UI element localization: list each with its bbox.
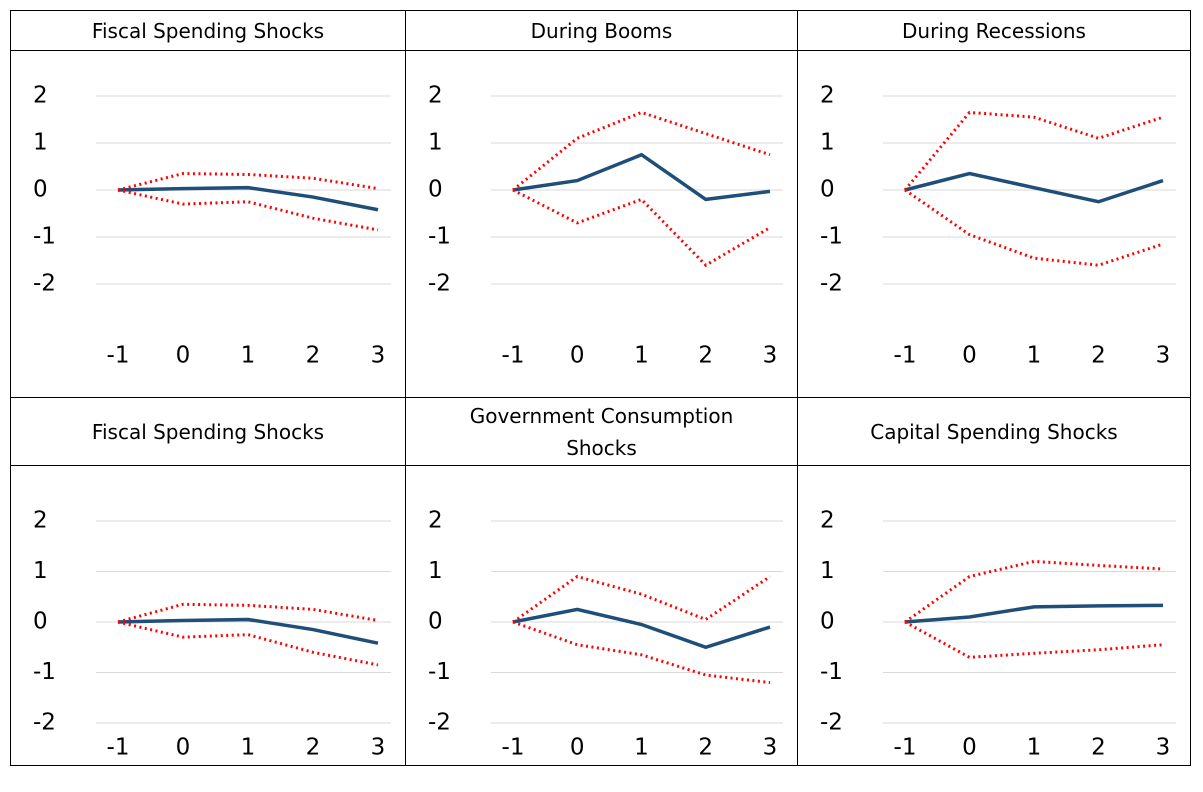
series-line [117, 172, 379, 192]
line-chart: -2 -1 0 1 2 -1 0 1 2 3 [820, 83, 1176, 369]
line-chart: -2 -1 0 1 2 -1 0 1 2 3 [33, 83, 391, 369]
x-tick-label: 0 [570, 735, 585, 761]
series-line [117, 602, 379, 624]
chart-title: Fiscal Spending Shocks [11, 11, 406, 51]
y-tick-label: 2 [428, 83, 443, 109]
x-tick-label: 3 [371, 343, 386, 369]
x-tick-label: 3 [1156, 735, 1171, 761]
x-tick-label: 0 [176, 343, 191, 369]
series-line [512, 607, 771, 650]
series-line [117, 185, 379, 212]
series-line [512, 188, 771, 268]
x-tick-label: 2 [698, 343, 713, 369]
x-tick-label: 0 [962, 735, 977, 761]
x-tick-label: -1 [894, 343, 917, 369]
chart-cell: -2 -1 0 1 2 -1 0 1 2 3 [406, 466, 798, 766]
chart-cell: -2 -1 0 1 2 -1 0 1 2 3 [798, 466, 1191, 766]
x-tick-label: 1 [634, 735, 649, 761]
y-tick-label: 1 [33, 558, 48, 584]
series-line [117, 620, 379, 667]
x-tick-label: 1 [241, 735, 256, 761]
y-tick-label: 0 [33, 177, 48, 203]
series-line [904, 603, 1164, 624]
x-tick-label: 0 [570, 343, 585, 369]
x-tick-label: 1 [634, 343, 649, 369]
y-tick-label: 0 [428, 177, 443, 203]
series-line [904, 620, 1164, 659]
x-tick-label: 1 [1027, 343, 1042, 369]
y-tick-label: 0 [428, 609, 443, 635]
chart-title: Fiscal Spending Shocks [11, 398, 406, 466]
chart-cell: -2 -1 0 1 2 -1 0 1 2 3 [406, 51, 798, 398]
line-chart: -2 -1 0 1 2 -1 0 1 2 3 [428, 508, 783, 761]
x-tick-label: -1 [107, 343, 130, 369]
y-tick-label: -1 [820, 224, 843, 250]
x-tick-label: 2 [306, 343, 321, 369]
x-tick-label: -1 [502, 343, 525, 369]
y-tick-label: 1 [428, 558, 443, 584]
x-tick-label: 3 [763, 735, 778, 761]
chart-title: Government Consumption Shocks [406, 398, 798, 466]
series-line [512, 620, 771, 685]
line-chart: -2 -1 0 1 2 -1 0 1 2 3 [820, 508, 1176, 761]
y-tick-label: -2 [428, 271, 451, 297]
y-tick-label: -1 [428, 659, 451, 685]
series-line [904, 188, 1164, 267]
series-line [512, 110, 771, 192]
y-tick-label: 2 [820, 508, 835, 534]
x-tick-label: 2 [698, 735, 713, 761]
chart-cell: -2 -1 0 1 2 -1 0 1 2 3 [11, 51, 406, 398]
series-line [117, 617, 379, 645]
series-line [904, 171, 1164, 204]
line-chart: -2 -1 0 1 2 -1 0 1 2 3 [33, 508, 391, 761]
y-tick-label: 2 [33, 83, 48, 109]
y-tick-label: -1 [33, 224, 56, 250]
y-tick-label: 2 [820, 83, 835, 109]
x-tick-label: -1 [894, 735, 917, 761]
y-tick-label: 2 [33, 508, 48, 534]
chart-title: Capital Spending Shocks [798, 398, 1191, 466]
y-tick-label: 0 [33, 609, 48, 635]
x-tick-label: 1 [1027, 735, 1042, 761]
y-tick-label: -2 [820, 271, 843, 297]
y-tick-label: 0 [820, 609, 835, 635]
y-tick-label: -2 [33, 710, 56, 736]
x-tick-label: -1 [107, 735, 130, 761]
chart-cell: -2 -1 0 1 2 -1 0 1 2 3 [11, 466, 406, 766]
chart-title: During Booms [406, 11, 798, 51]
x-tick-label: -1 [502, 735, 525, 761]
series-line [117, 188, 379, 232]
y-tick-label: 1 [33, 130, 48, 156]
y-tick-label: 1 [820, 130, 835, 156]
series-line [904, 559, 1164, 624]
chart-cell: -2 -1 0 1 2 -1 0 1 2 3 [798, 51, 1191, 398]
y-tick-label: 1 [820, 558, 835, 584]
x-tick-label: 3 [763, 343, 778, 369]
y-tick-label: -1 [33, 659, 56, 685]
y-tick-label: 2 [428, 508, 443, 534]
x-tick-label: 3 [371, 735, 386, 761]
x-tick-label: 1 [241, 343, 256, 369]
series-line [512, 152, 771, 202]
x-tick-label: 2 [306, 735, 321, 761]
y-tick-label: 0 [820, 177, 835, 203]
y-tick-label: 1 [428, 130, 443, 156]
y-tick-label: -2 [820, 710, 843, 736]
series-line [903, 110, 1164, 191]
x-tick-label: 3 [1156, 343, 1171, 369]
x-tick-label: 0 [962, 343, 977, 369]
y-tick-label: -2 [33, 271, 56, 297]
x-tick-label: 2 [1091, 343, 1106, 369]
x-tick-label: 2 [1091, 735, 1106, 761]
y-tick-label: -2 [428, 710, 451, 736]
y-tick-label: -1 [820, 659, 843, 685]
chart-grid: Fiscal Spending Shocks During Booms During… [10, 10, 1191, 766]
x-tick-label: 0 [176, 735, 191, 761]
line-chart: -2 -1 0 1 2 -1 0 1 2 3 [428, 83, 783, 369]
chart-title: During Recessions [798, 11, 1191, 51]
y-tick-label: -1 [428, 224, 451, 250]
